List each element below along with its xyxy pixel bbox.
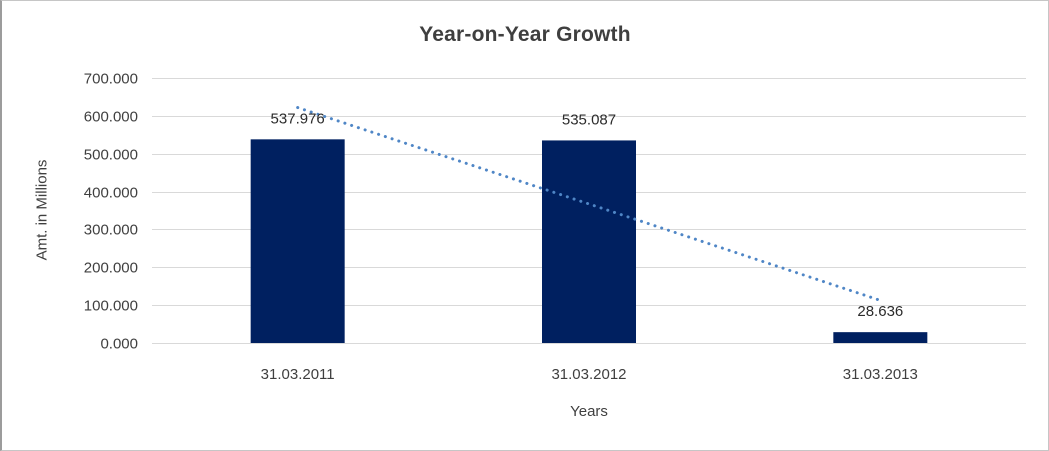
data-label: 537.976 <box>271 110 325 127</box>
bar-31.03.2012 <box>542 140 636 343</box>
data-label: 28.636 <box>857 303 903 320</box>
y-tick-label: 600.000 <box>84 109 138 126</box>
y-tick-label: 200.000 <box>84 260 138 277</box>
data-label: 535.087 <box>562 111 616 128</box>
y-tick-label: 700.000 <box>84 71 138 88</box>
bar-31.03.2013 <box>833 332 928 343</box>
chart-title: Year-on-Year Growth <box>419 23 631 46</box>
y-tick-label: 300.000 <box>84 222 138 239</box>
x-category-label: 31.03.2013 <box>843 366 918 383</box>
y-tick-label: 100.000 <box>84 298 138 315</box>
y-tick-label: 400.000 <box>84 185 138 202</box>
x-axis-title: Years <box>570 403 608 420</box>
y-tick-label: 500.000 <box>84 147 138 164</box>
x-category-label: 31.03.2011 <box>261 366 335 383</box>
y-tick-label: 0.000 <box>100 336 138 353</box>
trendline <box>296 106 882 302</box>
bar-31.03.2011 <box>250 139 345 343</box>
x-category-label: 31.03.2012 <box>551 366 626 383</box>
